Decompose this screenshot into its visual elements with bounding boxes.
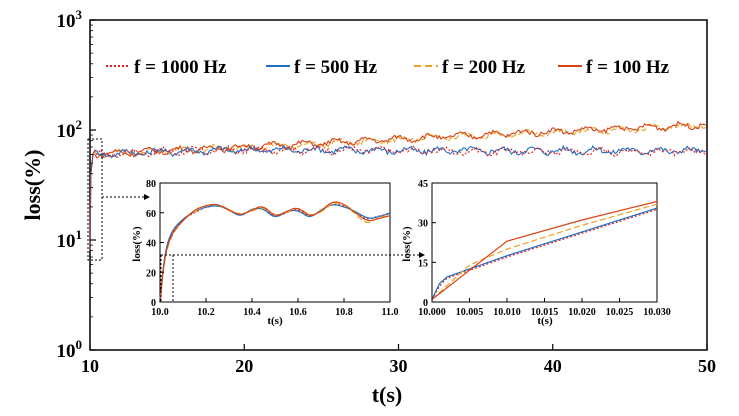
inset2-xticks-x-tick-label-10.005: 10.005 <box>456 307 484 318</box>
inset1-series-line-f500hz <box>159 204 391 303</box>
inset1-xticks-x-tick-label-10.2: 10.2 <box>197 307 215 318</box>
inset2-yticks-y-tick-label-0: 0 <box>423 298 428 309</box>
inset1-yticks-y-tick-label-60: 60 <box>146 209 156 220</box>
inset1-xticks-x-tick-label-11.0: 11.0 <box>382 307 399 318</box>
inset1-x-ticks: 10.0 10.2 10.4 10.6 10.8 11.0 <box>151 298 398 318</box>
main-x-tick-label-20: 20 <box>235 356 253 376</box>
main-y-tick-label-3: 103 <box>57 7 83 32</box>
inset2-series-line-f100hz <box>431 200 658 300</box>
inset1-yticks-y-tick-label-40: 40 <box>146 239 156 250</box>
inset1-yticks-y-tick-label-80: 80 <box>146 179 156 190</box>
zoom-arrow-1 <box>144 194 150 200</box>
inset1-frame <box>159 182 391 303</box>
inset1-y-label: loss(%) <box>131 226 143 262</box>
main-series-line-f1000hz <box>89 144 707 251</box>
main-y-ticks: 100 101 102 103 <box>57 7 96 362</box>
inset2-x-ticks: 10.000 10.005 10.010 10.015 10.020 10.025 10.0… <box>418 298 671 318</box>
inset1-xticks-x-tick-label-10.4: 10.4 <box>243 307 261 318</box>
inset2-series-group <box>431 200 658 300</box>
inset1-yticks-y-tick-label-0: 0 <box>151 298 156 309</box>
inset2-xticks-x-tick-label-10.000: 10.000 <box>418 307 446 318</box>
inset2-xticks-x-tick-label-10.020: 10.020 <box>568 307 596 318</box>
main-x-ticks: 10 20 30 40 50 <box>81 344 716 376</box>
main-y-label: loss(%) <box>20 150 45 221</box>
inset2-xticks-x-tick-label-10.010: 10.010 <box>493 307 521 318</box>
main-y-tick-label-2: 102 <box>57 117 83 142</box>
inset1-xticks-x-tick-label-10.0: 10.0 <box>151 307 169 318</box>
inset1-yticks-y-tick-label-20: 20 <box>146 268 156 279</box>
legend-label-200hz: f = 200 Hz <box>442 57 526 78</box>
inset2-xticks-x-tick-label-10.030: 10.030 <box>643 307 671 318</box>
legend-label-100hz: f = 100 Hz <box>586 57 670 78</box>
inset2-frame <box>431 182 658 303</box>
inset2-x-label: t(s) <box>537 315 553 327</box>
inset2-xticks-x-tick-label-10.025: 10.025 <box>606 307 634 318</box>
inset2-series-line-f1000hz <box>431 208 658 300</box>
zoom-arrow-2 <box>419 252 425 258</box>
main-y-tick-label-1: 101 <box>57 227 83 252</box>
inset1-series-group <box>159 201 391 303</box>
main-y-tick-label-0: 100 <box>57 337 83 362</box>
main-x-label: t(s) <box>372 382 403 407</box>
inset2-yticks-y-tick-label-45: 45 <box>418 179 428 190</box>
inset2-series-line-f200hz <box>431 203 658 300</box>
inset2-y-ticks: 0 15 30 45 <box>418 179 436 309</box>
zoom-box-main <box>87 138 103 261</box>
main-series-line-f500hz <box>89 144 706 251</box>
legend-label-500hz: f = 500 Hz <box>294 57 378 78</box>
main-series-group <box>89 120 707 251</box>
main-series-line-f100hz <box>89 120 707 251</box>
inset1-xticks-x-tick-label-10.8: 10.8 <box>335 307 353 318</box>
inset2-yticks-y-tick-label-15: 15 <box>418 258 428 269</box>
inset1-x-label: t(s) <box>267 315 283 327</box>
inset2-yticks-y-tick-label-30: 30 <box>418 219 428 230</box>
main-x-tick-label-10: 10 <box>81 356 99 376</box>
inset2-y-label: loss(%) <box>401 226 413 262</box>
main-x-tick-label-30: 30 <box>390 356 408 376</box>
inset2-series-line-f500hz <box>431 207 658 300</box>
inset2-xticks-x-tick-label-10.015: 10.015 <box>531 307 559 318</box>
legend-label-1000hz: f = 1000 Hz <box>134 57 227 78</box>
zoom-box-inset1 <box>160 254 174 303</box>
main-x-tick-label-50: 50 <box>698 356 716 376</box>
inset1-xticks-x-tick-label-10.6: 10.6 <box>289 307 307 318</box>
inset1-series-line-f100hz <box>159 201 391 303</box>
main-x-tick-label-40: 40 <box>544 356 562 376</box>
legend: f = 1000 Hz f = 500 Hz f = 200 Hz f = 10… <box>106 57 670 78</box>
